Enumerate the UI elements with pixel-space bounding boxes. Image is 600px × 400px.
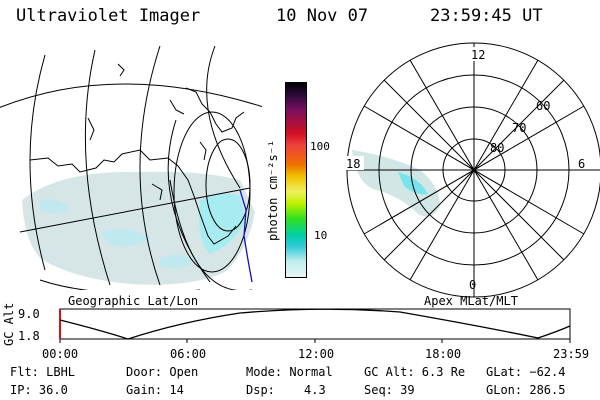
gc-alt-xtick-2359: 23:59 [553, 347, 590, 361]
apex-panel-label: Apex MLat/MLT [424, 294, 518, 308]
geo-grid-latitude [0, 83, 262, 290]
glat-label: GLat: −62.4 [486, 365, 566, 379]
aurora-emission-geo [22, 171, 255, 285]
mlat-label-70: 70 [512, 121, 526, 135]
colorbar [285, 82, 307, 278]
aurora-emission-polar [352, 150, 440, 217]
glon-label: GLon: 286.5 [486, 383, 566, 397]
gc-alt-xtick-1800: 18:00 [425, 347, 462, 361]
mlt-line-diag-6 [363, 105, 585, 235]
mlat-label-60: 60 [536, 99, 550, 113]
mlt-label-0: 0 [469, 278, 476, 292]
mlt-label-18: 18 [346, 157, 360, 171]
gc-alt-ytick-1-8: 1.8 [18, 329, 40, 343]
date-label: 10 Nov 07 [276, 6, 369, 26]
seq-label: Seq: 39 [364, 383, 415, 397]
geographic-map [0, 45, 262, 290]
gain-label: Gain: 14 [126, 383, 184, 397]
mode-label: Mode: Normal [246, 365, 333, 379]
ip-label: IP: 36.0 [10, 383, 68, 397]
mlt-label-12: 12 [471, 48, 485, 62]
gc-alt-xtick-0000: 00:00 [42, 347, 79, 361]
colorbar-label: photon cm⁻²s⁻¹ [266, 139, 280, 241]
filter-label: Flt: LBHL [10, 365, 76, 379]
colorbar-tick-10: 10 [314, 229, 328, 242]
mlt-label-6: 6 [578, 157, 585, 171]
gc-alt-curve [59, 308, 571, 340]
gc-alt-readout: GC Alt: 6.3 Re [364, 365, 466, 379]
dsp-value: 4.3 [304, 383, 326, 397]
door-label: Door: Open [126, 365, 199, 379]
coastline [29, 63, 245, 245]
polar-mlat-mlt-plot: 12 18 6 0 60 70 80 [344, 42, 600, 298]
colorbar-tick-100: 100 [310, 140, 330, 153]
gc-alt-xtick-1200: 12:00 [298, 347, 335, 361]
time-label: 23:59:45 UT [430, 6, 543, 26]
gc-alt-ytick-9: 9.0 [18, 307, 40, 321]
dsp-label: Dsp: [246, 383, 275, 397]
gc-alt-plot-frame [59, 308, 571, 340]
geo-grid-longitude [19, 45, 251, 286]
geographic-panel-label: Geographic Lat/Lon [68, 294, 199, 308]
gc-alt-xtick-0600: 06:00 [170, 347, 207, 361]
gc-alt-plot [59, 308, 571, 343]
page-title: Ultraviolet Imager [16, 6, 201, 26]
coastline-south-america [239, 189, 253, 283]
mlat-label-80: 80 [490, 141, 504, 155]
